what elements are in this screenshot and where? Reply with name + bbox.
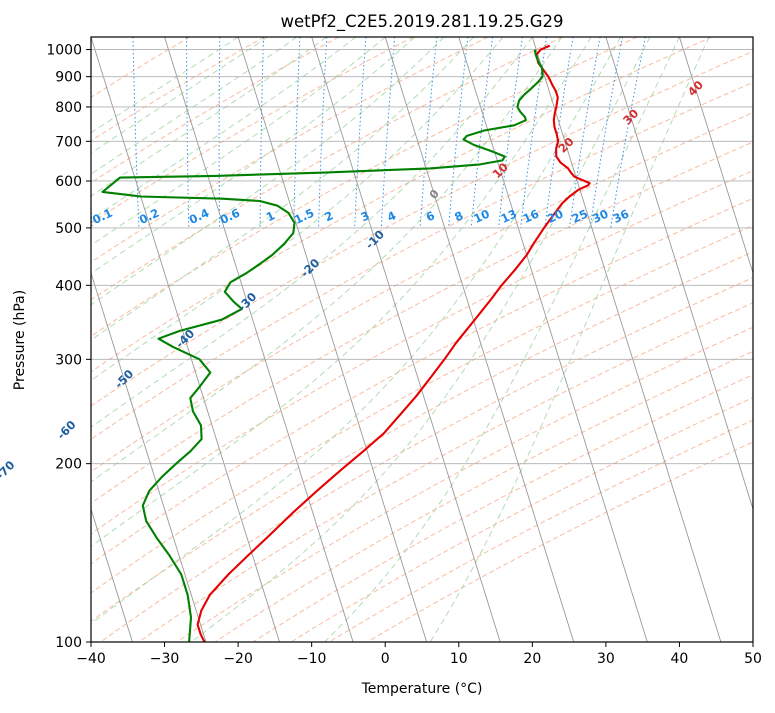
chart-title: wetPf2_C2E5.2019.281.19.25.G29 (280, 12, 563, 32)
y-tick-label: 200 (55, 457, 82, 473)
x-tick-label: −10 (297, 651, 327, 667)
y-tick-label: 900 (55, 70, 82, 86)
y-tick-label: 1000 (46, 43, 82, 59)
x-tick-label: 20 (523, 651, 541, 667)
y-tick-label: 100 (55, 635, 82, 651)
x-tick-label: 40 (671, 651, 689, 667)
x-tick-label: 10 (450, 651, 468, 667)
x-tick-label: 30 (597, 651, 615, 667)
x-tick-label: −40 (76, 651, 106, 667)
y-axis-label: Pressure (hPa) (12, 290, 28, 390)
y-tick-label: 400 (55, 278, 82, 294)
x-tick-label: −20 (223, 651, 253, 667)
x-tick-label: 50 (744, 651, 762, 667)
y-tick-label: 300 (55, 352, 82, 368)
y-tick-label: 600 (55, 174, 82, 190)
y-tick-label: 800 (55, 100, 82, 116)
y-tick-label: 500 (55, 221, 82, 237)
x-tick-label: 0 (381, 651, 390, 667)
x-tick-label: −30 (150, 651, 180, 667)
x-axis-label: Temperature (°C) (361, 681, 483, 697)
y-tick-label: 700 (55, 134, 82, 150)
